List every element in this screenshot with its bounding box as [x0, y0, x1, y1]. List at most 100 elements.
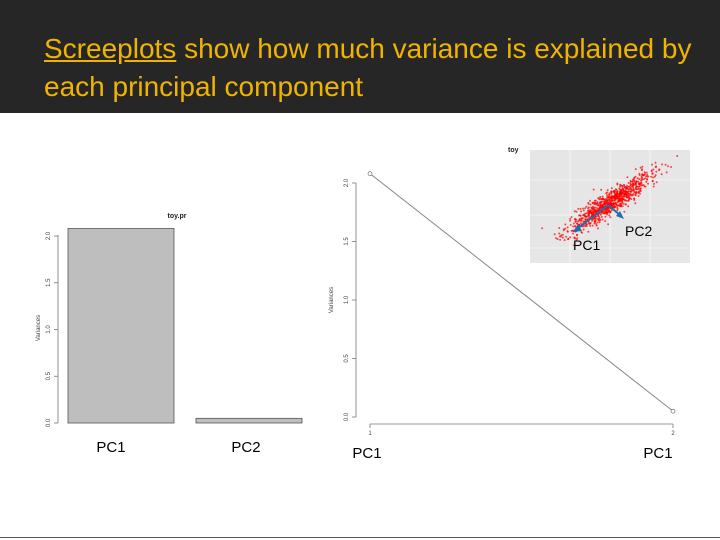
- scatter-point: [594, 218, 597, 221]
- line-series-path: [369, 173, 674, 412]
- scatter-point: [599, 212, 602, 215]
- line-xtick-label: 1: [368, 431, 372, 437]
- scatter-point: [605, 210, 607, 213]
- bar-ytick-label: 1.5: [46, 278, 52, 287]
- scatter-point: [601, 218, 604, 221]
- scatter-point: [640, 175, 643, 178]
- scatter-point: [593, 209, 596, 212]
- scatter-point: [565, 235, 568, 238]
- scatter-point: [610, 187, 613, 190]
- scatter-point: [591, 207, 594, 210]
- scatter-point: [582, 207, 584, 210]
- scatter-point: [644, 177, 646, 180]
- scatter-point: [661, 163, 663, 166]
- scatter-point: [614, 198, 617, 201]
- line-category-label: PC1: [352, 445, 381, 462]
- scatter-point: [596, 207, 598, 210]
- scatter-point: [602, 204, 605, 207]
- scatter-point: [630, 187, 632, 190]
- scatter-point: [623, 193, 626, 196]
- scatter-point: [653, 175, 656, 178]
- scatter-point: [627, 185, 630, 188]
- scatter-point: [616, 194, 619, 197]
- scatter-point: [626, 176, 629, 179]
- scatter-point: [636, 185, 639, 188]
- line-xtick-label: 2: [671, 431, 675, 437]
- scatter-point: [614, 193, 617, 196]
- scatter-point: [650, 169, 653, 172]
- scatter-point: [584, 218, 587, 220]
- inset-title: toy: [508, 147, 519, 154]
- scatter-point: [588, 212, 591, 214]
- scatter-point: [594, 206, 597, 209]
- scatter-point: [625, 192, 627, 195]
- line-chart-categories: PC1 PC1: [352, 445, 672, 462]
- scatter-point: [609, 211, 612, 213]
- scatter-point: [573, 236, 576, 239]
- scatter-point: [597, 218, 600, 221]
- scatter-point: [589, 222, 592, 224]
- scatter-point: [608, 209, 611, 212]
- pc2-arrow: [607, 204, 621, 216]
- inset-label-pc2: PC2: [625, 223, 652, 239]
- scatter-point: [610, 194, 613, 197]
- scatter-point: [608, 193, 611, 196]
- scatter-point: [625, 194, 628, 197]
- scatter-point: [654, 174, 657, 177]
- scatter-point: [558, 235, 561, 238]
- scatter-point: [599, 207, 602, 210]
- scatter-point: [598, 221, 601, 224]
- scatter-point: [596, 203, 599, 206]
- scatter-point: [584, 207, 587, 210]
- scatter-point: [585, 223, 588, 226]
- scatter-point: [587, 206, 590, 209]
- scatter-point: [567, 238, 569, 241]
- scatter-point: [660, 173, 663, 176]
- scatter-point: [632, 186, 635, 189]
- title-link[interactable]: Screeplots: [44, 33, 177, 64]
- title-text: show how much variance is explained by e…: [44, 33, 692, 102]
- scatter-point: [643, 185, 646, 188]
- scatter-point: [621, 195, 624, 198]
- pc1-arrow: [576, 204, 609, 230]
- scatter-point: [636, 177, 639, 180]
- scatter-point: [633, 197, 636, 200]
- scatter-point: [597, 197, 600, 200]
- scatter-point: [640, 169, 643, 172]
- scatter-point: [626, 196, 629, 199]
- line-ytick-label: 0.0: [344, 412, 350, 421]
- scatter-point: [594, 221, 597, 224]
- bar-chart-title: toy.pr: [168, 213, 187, 220]
- scatter-point: [641, 178, 644, 181]
- scatter-point: [640, 177, 643, 180]
- scatter-point: [564, 223, 567, 226]
- scatter-point: [628, 188, 631, 191]
- scatter-point: [585, 212, 588, 215]
- scatter-point: [614, 196, 617, 198]
- scatter-point: [577, 207, 580, 210]
- scatter-point: [599, 196, 602, 198]
- scatter-point: [639, 192, 641, 195]
- scatter-point: [561, 233, 564, 236]
- line-point: [367, 171, 373, 176]
- scatter-point: [604, 220, 607, 223]
- line-ytick-label: 0.5: [344, 354, 350, 363]
- scatter-point: [606, 189, 609, 192]
- scatter-point: [605, 207, 608, 210]
- scatter-point: [652, 185, 655, 188]
- pc1-arrowhead: [573, 224, 582, 232]
- inset-scatter-points: [541, 155, 679, 247]
- bar-chart: toy.pr Variances 0.0 0.5 1.0 1.5 2.0 PC1 PC2: [36, 213, 303, 456]
- scatter-point: [569, 219, 572, 222]
- scatter-point: [658, 168, 661, 171]
- scatter-point: [610, 192, 613, 195]
- scatter-point: [558, 232, 561, 235]
- scatter-point: [594, 199, 597, 202]
- scatter-point: [632, 184, 635, 186]
- scatter-point: [606, 202, 609, 205]
- bar-chart-bars: [67, 228, 303, 424]
- scatter-point: [647, 175, 650, 178]
- scatter-point: [635, 180, 638, 183]
- scatter-point: [632, 178, 635, 181]
- inset-scatter: toy PC2 PC1: [508, 147, 690, 263]
